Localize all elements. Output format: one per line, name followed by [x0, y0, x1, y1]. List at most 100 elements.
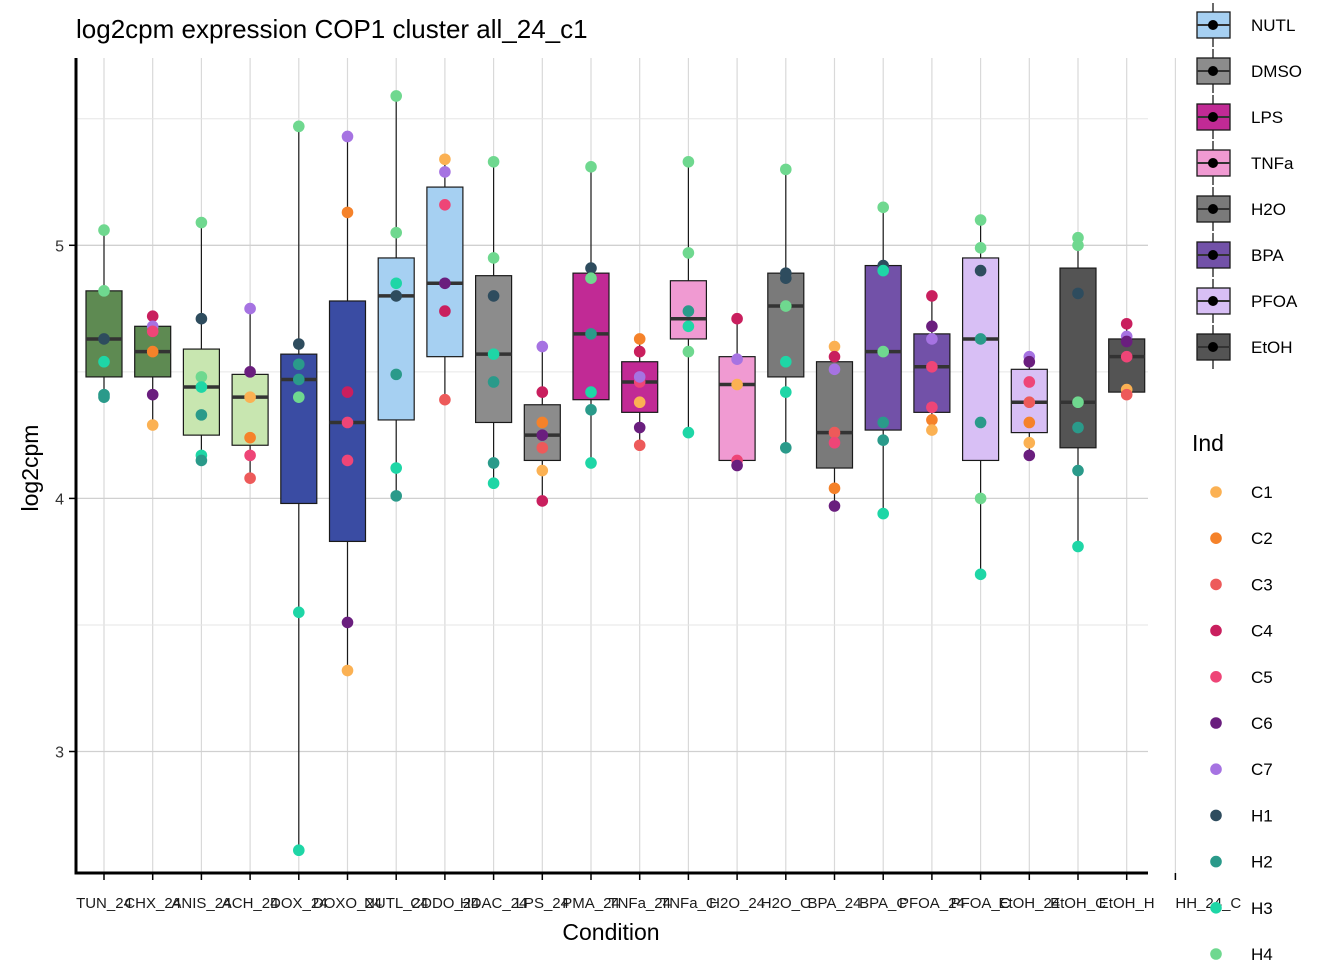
boxes	[85, 95, 1146, 851]
point-h4	[585, 161, 597, 173]
point-h1	[293, 338, 305, 350]
point-h4	[293, 120, 305, 133]
y-tick-labels: 3 4 5	[55, 238, 64, 761]
point-h4	[293, 391, 305, 403]
legend-label-h4: H4	[1251, 945, 1273, 960]
legend-label-lps: LPS	[1251, 108, 1283, 127]
point-h2	[293, 373, 305, 386]
point-h1	[195, 312, 208, 325]
box-iqr	[913, 333, 951, 413]
data-points	[98, 90, 1133, 857]
point-c4	[536, 386, 549, 398]
point-h4	[487, 252, 500, 264]
point-c6	[926, 320, 938, 333]
point-c4	[633, 345, 646, 358]
x-tick-label: H2O_C	[761, 895, 811, 912]
y-axis-title: log2cpm	[17, 425, 43, 512]
box-iqr	[1108, 338, 1146, 393]
point-c7	[439, 166, 451, 178]
point-h3	[780, 355, 792, 368]
point-h1	[1072, 287, 1084, 300]
legend-point-c5	[1210, 671, 1222, 683]
point-h2	[682, 305, 695, 317]
legend-label-c2: C2	[1251, 529, 1273, 548]
point-h2	[877, 416, 889, 429]
point-h2	[1072, 421, 1084, 434]
point-h3	[195, 381, 208, 393]
legend-label-tnfa: TNFa	[1251, 154, 1294, 173]
point-h3	[877, 507, 889, 520]
point-h3	[98, 355, 110, 368]
point-h2	[390, 368, 403, 381]
point-c7	[244, 302, 256, 315]
point-c1	[244, 391, 256, 403]
point-h4	[682, 247, 695, 259]
x-tick-label: DOX_24	[270, 895, 328, 912]
point-h4	[195, 216, 208, 229]
point-h4	[98, 285, 110, 297]
point-h4	[585, 272, 597, 285]
point-h2	[293, 358, 305, 371]
x-tick-labels: TUN_24CHX_24ANIS_24ACH_24DOX_24DOXO_24NU…	[76, 895, 1241, 912]
legend-label-h2o: H2O	[1251, 200, 1286, 219]
point-h3	[487, 477, 500, 490]
x-tick-label: PFOA_C	[951, 895, 1011, 912]
x-tick-label: ANIS_24	[171, 895, 231, 912]
point-h4	[780, 163, 792, 176]
point-c2	[1023, 416, 1036, 429]
point-c3	[244, 472, 256, 484]
x-tick-label: TUN_24	[76, 895, 132, 912]
point-h1	[585, 262, 597, 274]
box-iqr	[426, 186, 464, 358]
point-h3	[780, 386, 792, 398]
point-c6	[439, 277, 451, 290]
point-c4	[828, 350, 841, 363]
legend-point-c2	[1210, 532, 1222, 544]
point-c4	[1120, 317, 1133, 330]
point-h4	[390, 90, 403, 102]
point-c4	[731, 312, 743, 325]
point-c7	[633, 371, 646, 383]
point-h2	[195, 409, 208, 421]
point-c1	[633, 396, 646, 409]
point-h2	[974, 416, 987, 429]
point-h4	[682, 155, 695, 168]
point-h1	[974, 264, 987, 277]
legend-label-c3: C3	[1251, 575, 1273, 594]
point-c7	[341, 130, 354, 143]
point-c6	[341, 616, 354, 629]
legend-key-point	[1208, 112, 1218, 122]
y-tick-label: 3	[55, 745, 64, 762]
point-c1	[146, 419, 159, 431]
point-c7	[926, 333, 938, 345]
x-tick-label: H2O_24	[709, 895, 765, 912]
point-c6	[731, 459, 743, 472]
legend-point-h1	[1210, 809, 1222, 822]
x-axis-title: Condition	[562, 919, 659, 945]
point-c5	[341, 416, 354, 429]
ind-legend-title: Ind	[1192, 430, 1224, 456]
point-c4	[926, 290, 938, 302]
box-iqr	[718, 356, 756, 462]
point-h4	[974, 492, 987, 505]
legend-label-h3: H3	[1251, 899, 1273, 918]
legend-point-c6	[1210, 717, 1222, 729]
point-c4	[341, 386, 354, 398]
point-h2	[98, 391, 110, 403]
point-h2	[1072, 464, 1084, 477]
legend-label-h2: H2	[1251, 853, 1273, 872]
legend-key-point	[1208, 296, 1218, 306]
legend-point-h3	[1210, 902, 1222, 914]
point-c2	[633, 333, 646, 345]
point-c1	[731, 378, 743, 391]
point-h1	[487, 290, 500, 302]
point-h3	[293, 844, 305, 857]
x-tick-label: EtOH_H	[1099, 895, 1155, 912]
point-h2	[390, 490, 403, 502]
grid-lines	[76, 58, 1177, 873]
point-h4	[877, 201, 889, 214]
point-c3	[828, 426, 841, 439]
legend-label-c4: C4	[1251, 622, 1273, 641]
point-c1	[926, 424, 938, 436]
